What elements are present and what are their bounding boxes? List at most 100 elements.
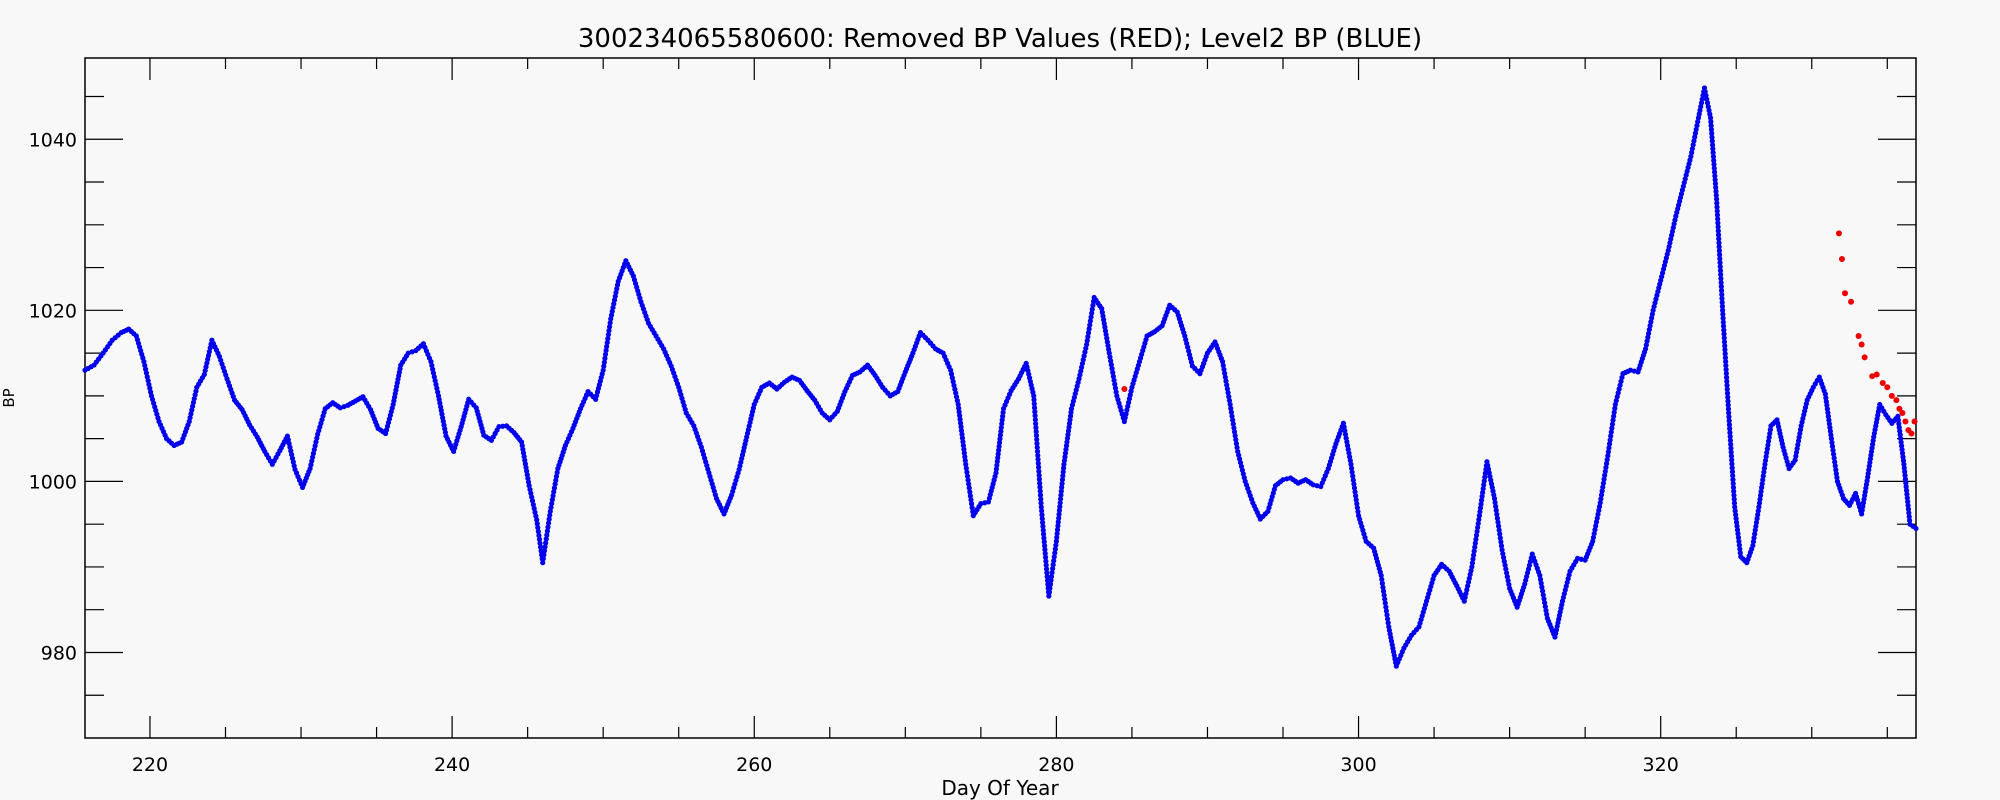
level2-point [1474,528,1480,535]
level2-point [1715,228,1721,234]
level2-point [1051,558,1057,564]
level2-point [1230,417,1236,423]
x-axis-ticks: 220 240 260 280 300 320 [132,58,1888,776]
level2-point [1736,542,1742,548]
level2-point [1717,252,1723,258]
level2-point [1767,427,1773,433]
level2-point [1351,485,1358,491]
level2-point [1609,421,1616,427]
level2-point [1049,569,1055,576]
level2-point [1539,584,1545,590]
level2-point [1735,534,1742,541]
level2-point [1231,425,1237,431]
level2-point [1643,342,1649,348]
level2-point [1712,177,1718,183]
level2-point [1355,509,1361,515]
level2-point [1720,319,1726,325]
level2-point [1728,453,1735,459]
level2-point [1689,149,1695,156]
level2-point [536,532,542,539]
level2-point [994,458,1000,465]
level2-point [1056,507,1063,514]
level2-point [1112,385,1119,391]
level2-point [1037,492,1044,498]
level2-point [1906,517,1913,524]
level2-point [1757,492,1764,498]
level2-point [1722,347,1728,353]
level2-point [1379,580,1385,586]
level2-point [1711,169,1718,175]
y-tick-label: 1000 [29,471,77,493]
level2-point [1708,119,1714,125]
level2-point [1494,511,1500,517]
level2-point [1709,138,1715,144]
level2-point [1722,351,1728,357]
level2-point [968,501,975,507]
level2-point [1718,271,1724,278]
level2-point [995,455,1001,461]
level2-point [1478,497,1485,503]
level2-point [1716,236,1722,242]
level2-point [966,485,972,491]
level2-point [550,493,556,499]
level2-point [1596,507,1602,514]
level2-point [1034,440,1040,447]
level2-point [1042,554,1049,560]
level2-point [1720,307,1726,313]
level2-point [1590,538,1596,544]
level2-point [996,440,1003,446]
level2-point [1693,126,1699,133]
level2-point [1384,616,1391,622]
level2-point [1035,460,1041,466]
level2-point [996,443,1002,450]
level2-point [1038,496,1044,502]
level2-point [1499,547,1505,553]
level2-point [536,536,543,542]
level2-point [1060,469,1066,475]
level2-point [1058,492,1064,498]
level2-point [1112,381,1118,387]
level2-point [1833,471,1839,477]
series-removed-bp [1121,230,1918,437]
level2-point [1694,122,1700,129]
level2-point [1381,592,1387,598]
level2-point [1602,472,1608,478]
level2-point [1031,401,1037,407]
level2-point [1382,596,1388,602]
level2-point [1649,311,1655,317]
level2-point [1762,457,1769,464]
level2-point [1725,398,1731,404]
level2-point [995,451,1001,457]
level2-point [553,473,560,479]
level2-point [1719,295,1725,302]
level2-point [1382,600,1388,606]
level2-point [1712,173,1718,179]
level2-point [1494,515,1501,521]
level2-point [1348,465,1355,471]
level2-point [1753,523,1759,529]
y-tick-label: 1020 [29,300,77,322]
level2-point [1711,157,1717,164]
level2-point [1767,430,1773,437]
level2-point [1500,551,1506,557]
y-tick-label: 1040 [29,129,77,151]
level2-point [1353,497,1359,503]
level2-point [1089,310,1095,316]
level2-point [1108,358,1114,364]
level2-point [605,332,612,338]
level2-point [1352,489,1358,495]
level2-point [1645,334,1651,340]
level2-point [1727,429,1733,436]
level2-point [1598,496,1604,502]
level2-point [1035,464,1042,470]
level2-point [1492,499,1498,506]
level2-point [963,461,969,467]
level2-point [1710,150,1716,156]
level2-point [1612,405,1618,411]
level2-point [993,466,1000,472]
level2-point [1713,196,1720,202]
level2-point [1715,232,1722,238]
level2-point [1728,449,1734,455]
level2-point [1718,283,1724,290]
level2-point [1713,192,1719,198]
